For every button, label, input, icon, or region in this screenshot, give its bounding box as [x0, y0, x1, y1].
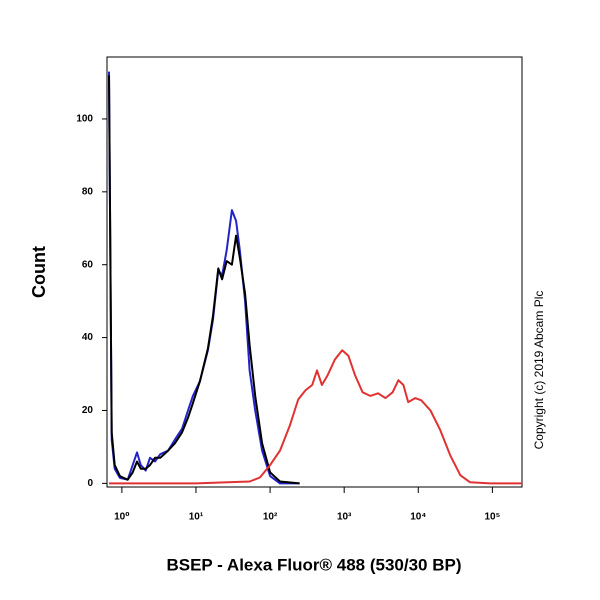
- y-axis-label: Count: [29, 246, 49, 298]
- x-tick-label: 10⁴: [410, 512, 426, 523]
- series-line: [108, 71, 300, 485]
- plot-frame: [106, 56, 523, 488]
- y-tick-label: 20: [82, 405, 94, 416]
- x-tick-label: 10⁰: [114, 512, 130, 523]
- x-tick-label: 10¹: [189, 512, 204, 523]
- x-axis-label: BSEP - Alexa Fluor® 488 (530/30 BP): [166, 555, 461, 574]
- x-tick-label: 10⁵: [484, 512, 500, 523]
- y-tick-label: 80: [82, 186, 94, 197]
- y-tick-label: 60: [82, 259, 94, 270]
- x-tick-label: 10²: [263, 512, 278, 523]
- y-tick-label: 40: [82, 332, 94, 343]
- y-tick-label: 100: [76, 114, 93, 125]
- y-tick-label: 0: [87, 478, 93, 489]
- series-line: [109, 349, 522, 485]
- series-line: [108, 75, 300, 485]
- x-tick-label: 10³: [337, 512, 352, 523]
- copyright: Copyright (c) 2019 Abcam Plc: [532, 291, 546, 450]
